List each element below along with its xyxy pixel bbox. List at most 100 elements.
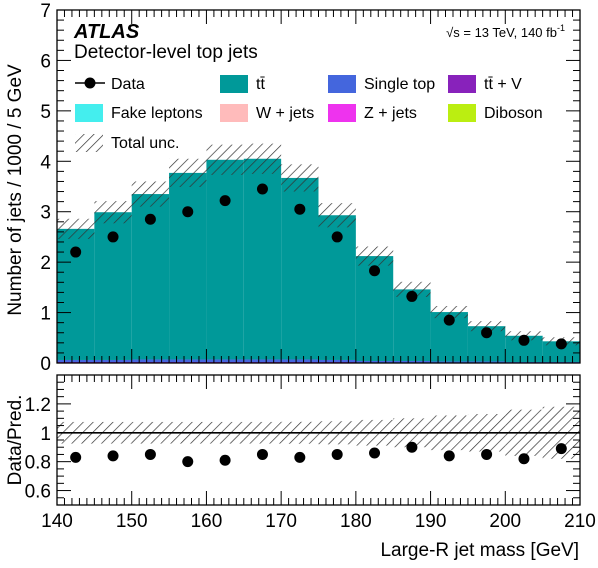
legend-item-single_top: Single top (328, 75, 435, 93)
x-tick-label: 210 (564, 511, 596, 532)
y-tick-label: 6 (40, 51, 51, 72)
stack-bar-single_top-3 (169, 359, 207, 362)
legend-swatch (448, 104, 476, 122)
legend-item-data: Data (75, 76, 145, 93)
legend-label: tt̄ (256, 76, 265, 93)
ratio-point-13 (555, 443, 567, 455)
y-tick-label: 1 (40, 304, 51, 325)
unc-band-6 (281, 164, 319, 192)
unc-band-0 (57, 218, 95, 239)
stack-bar-single_top-13 (542, 361, 580, 363)
y-tick-label: 2 (40, 253, 51, 274)
stack-bar-ttbar-3 (169, 172, 207, 360)
legend: Data tt̄ Single top tt̄ + V Fake leptons W + … (75, 75, 543, 152)
legend-swatch (75, 134, 103, 152)
legend-item-zjets: Z + jets (328, 104, 417, 122)
stack-bar-single_top-12 (505, 361, 543, 363)
x-tick-label: 150 (116, 511, 148, 532)
stack-bar-single_top-4 (206, 359, 244, 362)
ratio-point-6 (294, 451, 306, 463)
ratio-point-0 (70, 451, 82, 463)
ratio-point-4 (219, 454, 231, 466)
legend-label: Z + jets (364, 105, 417, 122)
lumi-sup: -1 (557, 23, 565, 33)
ratio-point-12 (518, 453, 530, 465)
y-tick-label: 0 (40, 354, 51, 375)
legend-swatch (328, 104, 356, 122)
x-tick-label: 140 (41, 511, 73, 532)
unc-band-10 (430, 306, 468, 319)
data-point-9 (406, 290, 418, 302)
sqrt-s: √s (446, 25, 460, 40)
ratio-point-11 (481, 448, 493, 460)
data-point-1 (107, 231, 119, 243)
x-axis-title: Large-R jet mass [GeV] (380, 540, 579, 561)
y-tick-label: 3 (40, 203, 51, 224)
stack-bar-single_top-1 (94, 359, 132, 362)
data-point-11 (481, 327, 493, 339)
y-tick-label: 7 (40, 1, 51, 22)
ratio-y-tick-label: 1 (40, 424, 51, 445)
ratio-point-3 (182, 456, 194, 468)
data-point-12 (518, 334, 530, 346)
legend-swatch (448, 75, 476, 93)
atlas-label: ATLAS (73, 21, 140, 43)
stack-bar-ttbar-4 (206, 159, 244, 360)
x-tick-label: 180 (340, 511, 372, 532)
ratio-point-8 (369, 447, 381, 459)
legend-swatch (220, 104, 248, 122)
legend-label: Single top (364, 76, 435, 93)
stack-bar-single_top-9 (393, 360, 431, 363)
unc-band-2 (131, 181, 170, 207)
ratio-point-9 (406, 441, 418, 453)
data-point-5 (256, 183, 268, 195)
stack-bar-ttbar-13 (542, 341, 580, 362)
stack-bar-single_top-5 (243, 359, 282, 362)
y-tick-label: 5 (40, 102, 51, 123)
ratio-y-tick-label: 1.2 (25, 395, 51, 416)
x-tick-label: 160 (191, 511, 223, 532)
legend-swatch (328, 75, 356, 93)
energy-label: √s = 13 TeV, 140 fb-1 (446, 23, 565, 40)
energy-text: = 13 TeV, 140 fb (460, 25, 557, 40)
ratio-y-tick-label: 0.8 (25, 453, 51, 474)
data-point-6 (294, 203, 306, 215)
legend-label: W + jets (256, 105, 314, 122)
data-point-4 (219, 195, 231, 207)
stack-bar-single_top-2 (131, 359, 170, 362)
stack-bar-single_top-8 (355, 360, 394, 363)
ratio-point-10 (443, 450, 455, 462)
stack-bar-single_top-11 (467, 361, 506, 363)
ratio-panel: 140 150 160 170 180 190 200 210 0.6 0.8 1 1.2 (25, 374, 596, 532)
data-point-2 (144, 213, 156, 225)
data-point-7 (331, 231, 343, 243)
data-point-0 (70, 246, 82, 258)
ratio-point-5 (256, 448, 268, 460)
legend-swatch (75, 104, 103, 122)
unc-band-3 (169, 158, 207, 188)
ratio-point-1 (107, 450, 119, 462)
legend-item-ttbar: tt̄ (220, 75, 265, 93)
unc-band-5 (243, 143, 282, 174)
ratio-point-7 (331, 448, 343, 460)
x-tick-label: 170 (265, 511, 297, 532)
y-axis-title-ratio: Data/Pred. (5, 395, 26, 486)
legend-label: Fake leptons (111, 105, 203, 122)
stack-bar-single_top-7 (318, 359, 356, 362)
x-tick-label: 200 (489, 511, 521, 532)
detector-label: Detector-level top jets (74, 42, 258, 63)
y-axis-title-main: Number of jets / 1000 / 5 GeV (5, 64, 26, 316)
y-tick-label: 4 (40, 152, 51, 173)
stack-bar-single_top-0 (57, 359, 95, 362)
legend-label: Diboson (484, 105, 543, 122)
legend-item-fake_leptons: Fake leptons (75, 104, 203, 122)
legend-item-ttv: tt̄ + V (448, 75, 522, 93)
unc-band-4 (206, 144, 244, 175)
legend-item-wjets: W + jets (220, 104, 314, 122)
unc-band-7 (318, 203, 356, 228)
main-panel: 0 1 2 3 4 5 6 7 (40, 1, 581, 375)
unc-band-11 (467, 321, 506, 332)
ratio-point-2 (144, 448, 156, 460)
legend-marker (84, 77, 96, 89)
